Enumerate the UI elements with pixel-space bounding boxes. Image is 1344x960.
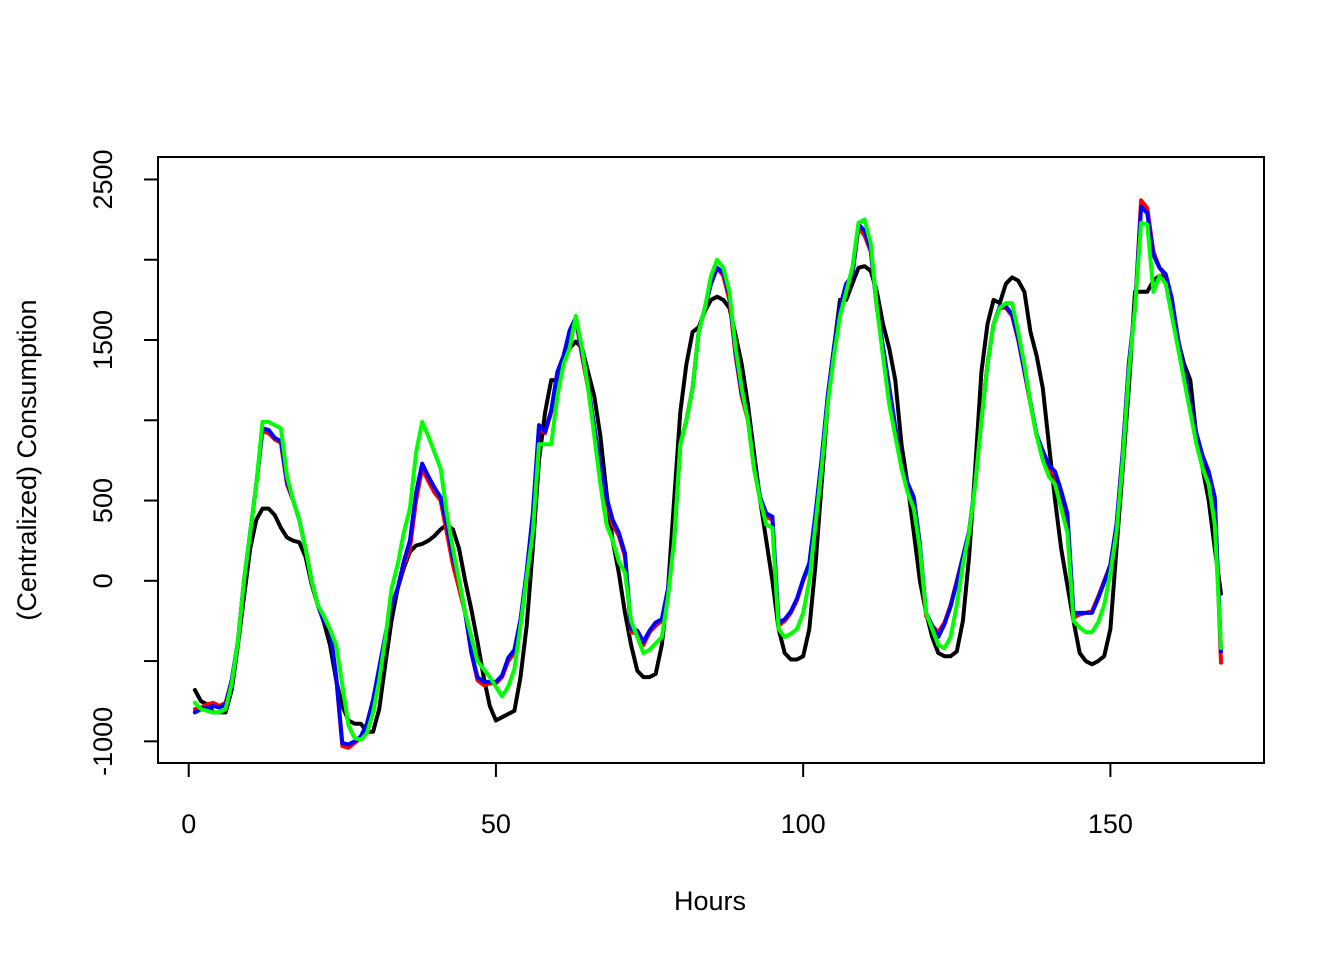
plot-frame bbox=[157, 156, 1265, 764]
y-tick-label: 500 bbox=[88, 478, 118, 523]
x-tick-label: 100 bbox=[781, 809, 826, 839]
y-tick-label: 0 bbox=[88, 573, 118, 588]
y-tick-label: -1000 bbox=[88, 707, 118, 776]
series-layer bbox=[192, 198, 1223, 750]
x-tick-label: 150 bbox=[1088, 809, 1133, 839]
series-line-1 bbox=[192, 264, 1223, 734]
series-line-4 bbox=[192, 217, 1223, 742]
y-tick-label: 2500 bbox=[88, 149, 118, 209]
x-tick-label: 0 bbox=[181, 809, 196, 839]
x-tick-label: 50 bbox=[481, 809, 511, 839]
y-axis: -1000 0 500 1500 2500 bbox=[88, 149, 159, 776]
x-axis: 0 50 100 150 bbox=[181, 762, 1133, 839]
y-tick-label: 1500 bbox=[88, 310, 118, 370]
x-axis-title: Hours bbox=[674, 886, 746, 916]
y-axis-title: (Centralized) Consumption bbox=[12, 299, 42, 620]
